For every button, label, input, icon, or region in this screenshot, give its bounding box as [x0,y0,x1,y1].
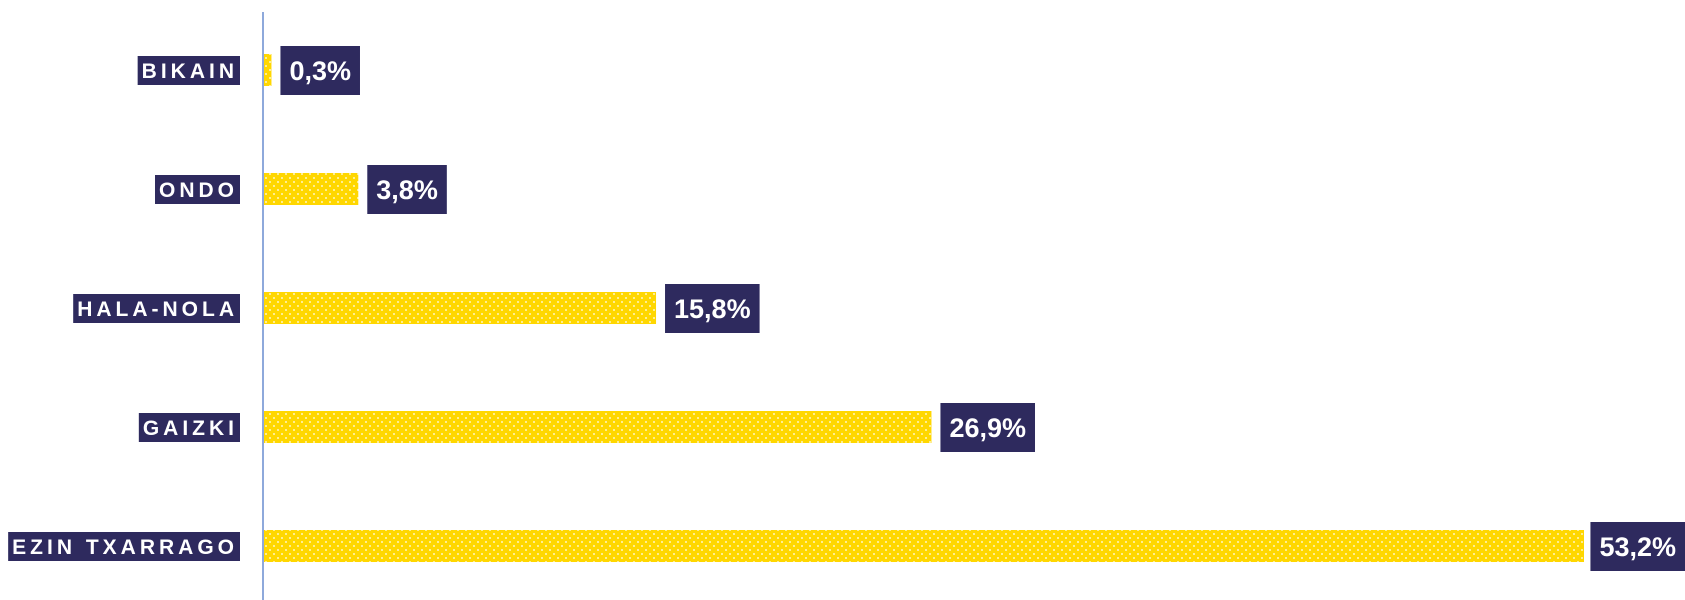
value-label-bg [367,165,447,214]
category-label-bg [8,532,240,561]
value-label: 0,3% [289,56,351,86]
category-label-bg [73,294,240,323]
bar [264,411,932,443]
category-label: BIKAIN [142,60,238,83]
value-label-bg [1590,522,1685,571]
value-label: 26,9% [949,413,1026,443]
bar [264,173,359,205]
category-label: HALA-NOLA [77,298,238,321]
bar [264,54,272,86]
category-label-bg [137,56,240,85]
category-label-bg [155,175,240,204]
category-label: GAIZKI [143,417,238,440]
value-label: 3,8% [376,175,438,205]
category-label: ONDO [159,179,238,202]
category-label: EZIN TXARRAGO [12,536,238,559]
value-label-bg [280,46,360,95]
category-label-bg [138,413,240,442]
bar [264,530,1584,562]
value-label: 15,8% [674,294,751,324]
value-label-bg [665,284,760,333]
bar [264,292,657,324]
value-label: 53,2% [1599,532,1676,562]
value-label-bg [940,403,1036,452]
